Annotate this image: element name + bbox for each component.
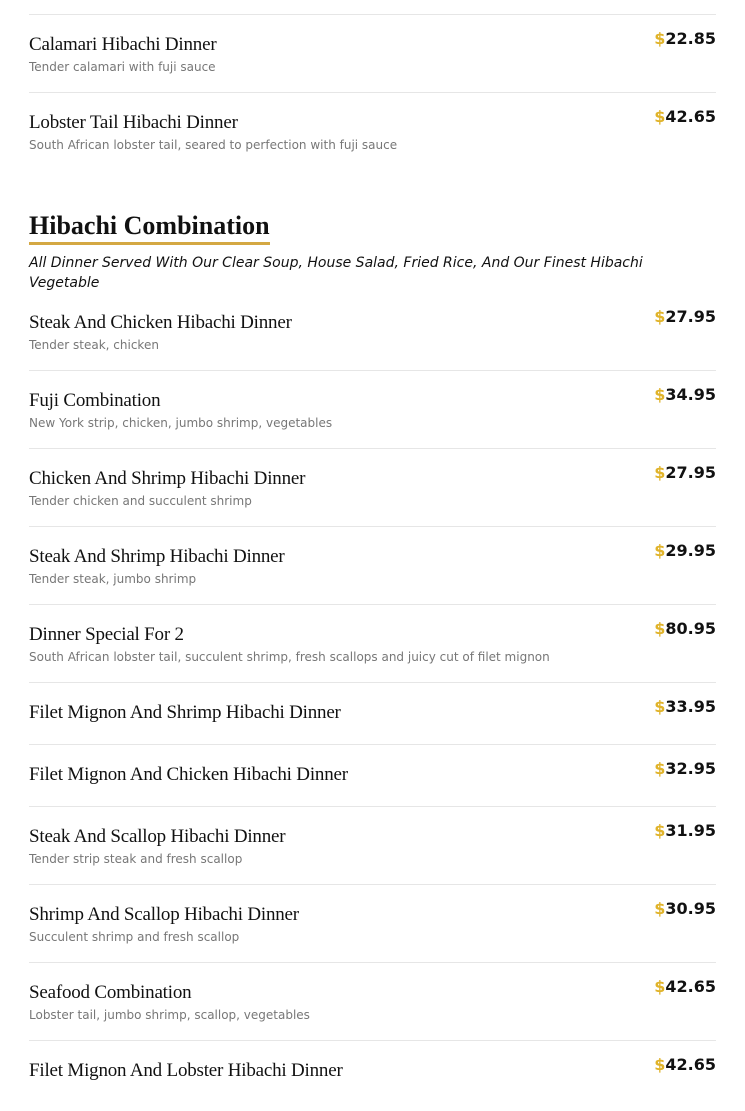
menu-item[interactable]: Steak And Chicken Hibachi Dinner Tender s… <box>29 293 716 371</box>
menu-item-price: $32.95 <box>654 759 716 778</box>
currency-symbol: $ <box>654 899 666 918</box>
price-value: 34.95 <box>665 385 716 404</box>
price-value: 22.85 <box>665 29 716 48</box>
price-value: 29.95 <box>665 541 716 560</box>
menu-item-price: $33.95 <box>654 697 716 716</box>
menu-item[interactable]: Filet Mignon And Lobster Hibachi Dinner $… <box>29 1041 716 1102</box>
currency-symbol: $ <box>654 697 666 716</box>
menu-item-description: Tender steak, jumbo shrimp <box>29 572 197 586</box>
menu-item-name: Chicken And Shrimp Hibachi Dinner <box>29 468 306 489</box>
price-value: 42.65 <box>665 977 716 996</box>
currency-symbol: $ <box>654 29 666 48</box>
menu-item-name: Filet Mignon And Chicken Hibachi Dinner <box>29 764 348 785</box>
menu-item[interactable]: Lobster Tail Hibachi Dinner South African… <box>29 93 716 170</box>
menu-item-name: Fuji Combination <box>29 390 161 411</box>
menu-item-description: New York strip, chicken, jumbo shrimp, v… <box>29 416 333 430</box>
menu-item-name: Dinner Special For 2 <box>29 624 184 645</box>
menu-item-price: $30.95 <box>654 899 716 918</box>
menu-item-price: $22.85 <box>654 29 716 48</box>
menu-item[interactable]: Seafood Combination Lobster tail, jumbo s… <box>29 963 716 1041</box>
menu-item-description: Tender chicken and succulent shrimp <box>29 494 252 508</box>
menu-item-description: South African lobster tail, seared to pe… <box>29 138 398 152</box>
menu-item[interactable]: Steak And Scallop Hibachi Dinner Tender s… <box>29 807 716 885</box>
menu-item-price: $31.95 <box>654 821 716 840</box>
currency-symbol: $ <box>654 463 666 482</box>
menu-item[interactable]: Steak And Shrimp Hibachi Dinner Tender st… <box>29 527 716 605</box>
menu-item-price: $27.95 <box>654 463 716 482</box>
section-title: Hibachi Combination <box>29 210 270 245</box>
menu-item-name: Filet Mignon And Lobster Hibachi Dinner <box>29 1060 343 1081</box>
section-subtitle: All Dinner Served With Our Clear Soup, H… <box>29 255 643 291</box>
menu-item[interactable]: Shrimp And Scallop Hibachi Dinner Succule… <box>29 885 716 963</box>
menu-item[interactable]: Fuji Combination New York strip, chicken,… <box>29 371 716 449</box>
previous-section-items: Tender and fresh, seasoned with our fuji… <box>29 0 716 170</box>
price-value: 80.95 <box>665 619 716 638</box>
menu-item[interactable]: Filet Mignon And Shrimp Hibachi Dinner $3… <box>29 683 716 745</box>
menu-item-description: Tender calamari with fuji sauce <box>29 60 216 74</box>
menu-item-name: Filet Mignon And Shrimp Hibachi Dinner <box>29 702 341 723</box>
price-value: 32.95 <box>665 759 716 778</box>
price-value: 27.95 <box>665 307 716 326</box>
menu-item-description: Tender strip steak and fresh scallop <box>29 852 243 866</box>
menu-item-price: $34.95 <box>654 385 716 404</box>
menu-item-name: Calamari Hibachi Dinner <box>29 34 217 55</box>
price-value: 42.65 <box>665 107 716 126</box>
section-items: Steak And Chicken Hibachi Dinner Tender s… <box>29 293 716 1102</box>
currency-symbol: $ <box>654 821 666 840</box>
menu-item-price: $27.95 <box>654 307 716 326</box>
menu-item-name: Steak And Scallop Hibachi Dinner <box>29 826 286 847</box>
menu-item-price: $42.65 <box>654 1055 716 1074</box>
menu-item-name: Steak And Shrimp Hibachi Dinner <box>29 546 285 567</box>
menu-item[interactable]: Calamari Hibachi Dinner Tender calamari w… <box>29 15 716 93</box>
menu-content: Tender and fresh, seasoned with our fuji… <box>29 0 716 1102</box>
menu-item-description: South African lobster tail, succulent sh… <box>29 650 550 664</box>
menu-item-name: Lobster Tail Hibachi Dinner <box>29 112 238 133</box>
currency-symbol: $ <box>654 977 666 996</box>
currency-symbol: $ <box>654 759 666 778</box>
menu-item-name: Shrimp And Scallop Hibachi Dinner <box>29 904 299 925</box>
menu-item-price: $80.95 <box>654 619 716 638</box>
price-value: 33.95 <box>665 697 716 716</box>
menu-item-price: $42.65 <box>654 107 716 126</box>
menu-item[interactable]: Chicken And Shrimp Hibachi Dinner Tender … <box>29 449 716 527</box>
price-value: 27.95 <box>665 463 716 482</box>
menu-item-price: $42.65 <box>654 977 716 996</box>
menu-item-price: $29.95 <box>654 541 716 560</box>
currency-symbol: $ <box>654 1055 666 1074</box>
price-value: 30.95 <box>665 899 716 918</box>
menu-item-name: Steak And Chicken Hibachi Dinner <box>29 312 292 333</box>
currency-symbol: $ <box>654 107 666 126</box>
menu-item[interactable]: Tender and fresh, seasoned with our fuji… <box>29 0 716 15</box>
currency-symbol: $ <box>654 385 666 404</box>
menu-item-description: Tender steak, chicken <box>29 338 159 352</box>
menu-section-hibachi-combination: Hibachi Combination All Dinner Served Wi… <box>29 210 716 1102</box>
menu-item-description: Succulent shrimp and fresh scallop <box>29 930 240 944</box>
currency-symbol: $ <box>654 307 666 326</box>
menu-item-description: Lobster tail, jumbo shrimp, scallop, veg… <box>29 1008 310 1022</box>
menu-item[interactable]: Dinner Special For 2 South African lobste… <box>29 605 716 683</box>
currency-symbol: $ <box>654 619 666 638</box>
currency-symbol: $ <box>654 541 666 560</box>
menu-item[interactable]: Filet Mignon And Chicken Hibachi Dinner $… <box>29 745 716 807</box>
price-value: 31.95 <box>665 821 716 840</box>
menu-item-name: Seafood Combination <box>29 982 192 1003</box>
price-value: 42.65 <box>665 1055 716 1074</box>
